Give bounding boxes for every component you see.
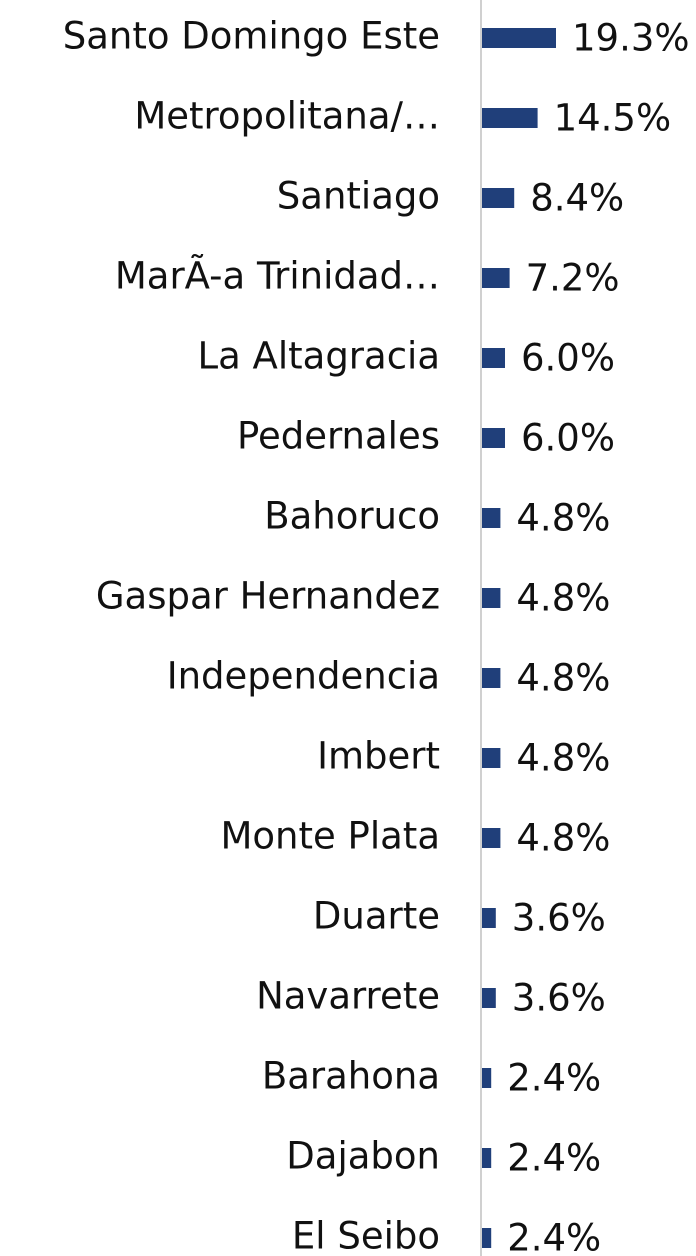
bar [482, 748, 501, 768]
bar [482, 668, 501, 688]
bar [482, 1068, 492, 1088]
category-label: Monte Plata [221, 815, 441, 858]
value-label: 14.5% [554, 97, 672, 140]
category-label: Independencia [167, 655, 440, 698]
bar [482, 1148, 492, 1168]
value-label: 8.4% [530, 177, 624, 220]
category-label: Navarrete [256, 975, 440, 1018]
value-label: 2.4% [507, 1057, 601, 1100]
value-label: 4.8% [516, 737, 610, 780]
value-label: 4.8% [516, 497, 610, 540]
bar [482, 1228, 492, 1248]
bar [482, 428, 506, 448]
category-label: La Altagracia [198, 335, 441, 378]
bar [482, 508, 501, 528]
value-label: 3.6% [512, 977, 606, 1020]
bar [482, 268, 510, 288]
value-label: 4.8% [516, 817, 610, 860]
value-label: 6.0% [521, 337, 615, 380]
value-label: 4.8% [516, 577, 610, 620]
bar [482, 28, 556, 48]
bar [482, 988, 496, 1008]
value-label: 7.2% [526, 257, 620, 300]
bar [482, 108, 538, 128]
bar [482, 828, 501, 848]
bar [482, 588, 501, 608]
category-label: Duarte [313, 895, 440, 938]
bar [482, 348, 506, 368]
category-label: Pedernales [237, 415, 440, 458]
value-label: 2.4% [507, 1137, 601, 1180]
category-label: Metropolitana/… [134, 95, 440, 138]
category-label: El Seibo [292, 1215, 440, 1256]
bar [482, 908, 496, 928]
category-label: Gaspar Hernandez [96, 575, 440, 618]
value-label: 3.6% [512, 897, 606, 940]
category-label: Santiago [277, 175, 440, 218]
category-label: Dajabon [286, 1135, 440, 1178]
category-label: MarÃ-a Trinidad… [115, 254, 440, 298]
category-label: Santo Domingo Este [63, 15, 440, 58]
value-label: 2.4% [507, 1217, 601, 1256]
bar [482, 188, 515, 208]
value-label: 19.3% [572, 17, 690, 60]
value-label: 6.0% [521, 417, 615, 460]
category-label: Barahona [262, 1055, 440, 1098]
category-label: Imbert [317, 735, 440, 778]
value-label: 4.8% [516, 657, 610, 700]
category-label: Bahoruco [264, 495, 440, 538]
